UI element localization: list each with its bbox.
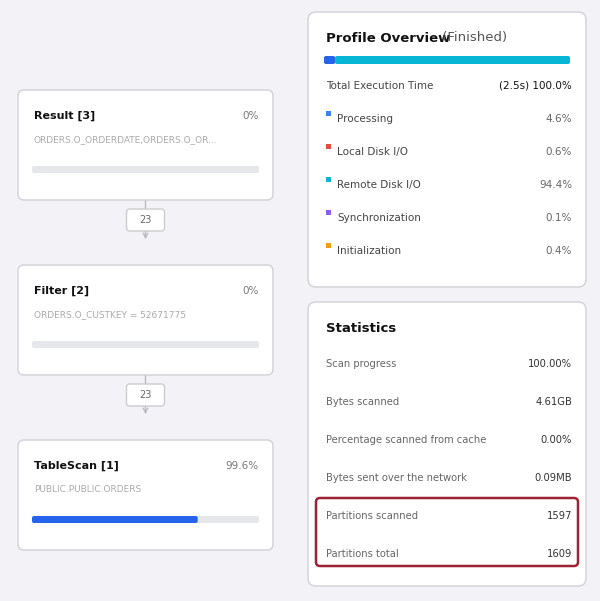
FancyBboxPatch shape [32, 166, 259, 173]
FancyBboxPatch shape [127, 384, 164, 406]
Bar [326, 144, 331, 148]
FancyBboxPatch shape [18, 440, 273, 550]
Text: 0.00%: 0.00% [541, 435, 572, 445]
Text: Scan progress: Scan progress [326, 359, 397, 369]
Text: 0.09MB: 0.09MB [535, 473, 572, 483]
Text: 0.1%: 0.1% [545, 213, 572, 223]
Text: (Finished): (Finished) [438, 31, 507, 44]
Text: 0.4%: 0.4% [545, 246, 572, 256]
FancyBboxPatch shape [32, 516, 198, 523]
Text: 100.00%: 100.00% [528, 359, 572, 369]
Text: Partitions total: Partitions total [326, 549, 399, 559]
Text: 94.4%: 94.4% [539, 180, 572, 190]
Bar [326, 242, 331, 248]
FancyBboxPatch shape [127, 209, 164, 231]
FancyBboxPatch shape [335, 56, 570, 64]
Text: Result [3]: Result [3] [34, 111, 95, 121]
FancyBboxPatch shape [32, 341, 259, 348]
Text: Total Execution Time: Total Execution Time [326, 81, 433, 91]
Text: 4.6%: 4.6% [545, 114, 572, 124]
Text: Percentage scanned from cache: Percentage scanned from cache [326, 435, 487, 445]
Text: Bytes scanned: Bytes scanned [326, 397, 399, 407]
Text: Local Disk I/O: Local Disk I/O [337, 147, 408, 157]
Text: ORDERS.O_CUSTKEY = 52671775: ORDERS.O_CUSTKEY = 52671775 [34, 311, 186, 320]
FancyBboxPatch shape [308, 302, 586, 586]
Text: 0%: 0% [242, 111, 259, 121]
FancyBboxPatch shape [324, 56, 335, 64]
Text: Filter [2]: Filter [2] [34, 286, 89, 296]
FancyBboxPatch shape [18, 90, 273, 200]
Text: 23: 23 [139, 215, 152, 225]
Text: 99.6%: 99.6% [226, 461, 259, 471]
Text: 0.6%: 0.6% [545, 147, 572, 157]
Text: Profile Overview: Profile Overview [326, 31, 451, 44]
Text: 23: 23 [139, 390, 152, 400]
Text: 1597: 1597 [547, 511, 572, 521]
Text: Initialization: Initialization [337, 246, 401, 256]
Text: (2.5s) 100.0%: (2.5s) 100.0% [499, 81, 572, 91]
Text: TableScan [1]: TableScan [1] [34, 461, 119, 471]
Text: 1609: 1609 [547, 549, 572, 559]
Text: Processing: Processing [337, 114, 393, 124]
Text: ORDERS.O_ORDERDATE,ORDERS.O_OR...: ORDERS.O_ORDERDATE,ORDERS.O_OR... [34, 135, 218, 144]
Text: 4.61GB: 4.61GB [535, 397, 572, 407]
Bar [326, 177, 331, 182]
Bar [326, 210, 331, 215]
FancyBboxPatch shape [18, 265, 273, 375]
Text: Statistics: Statistics [326, 322, 396, 335]
Text: Partitions scanned: Partitions scanned [326, 511, 418, 521]
FancyBboxPatch shape [308, 12, 586, 287]
Text: Remote Disk I/O: Remote Disk I/O [337, 180, 421, 190]
Bar [326, 111, 331, 115]
Text: Synchronization: Synchronization [337, 213, 421, 223]
Text: Bytes sent over the network: Bytes sent over the network [326, 473, 467, 483]
Text: 0%: 0% [242, 286, 259, 296]
FancyBboxPatch shape [324, 56, 570, 64]
Text: PUBLIC.PUBLIC.ORDERS: PUBLIC.PUBLIC.ORDERS [34, 486, 141, 495]
FancyBboxPatch shape [32, 516, 259, 523]
